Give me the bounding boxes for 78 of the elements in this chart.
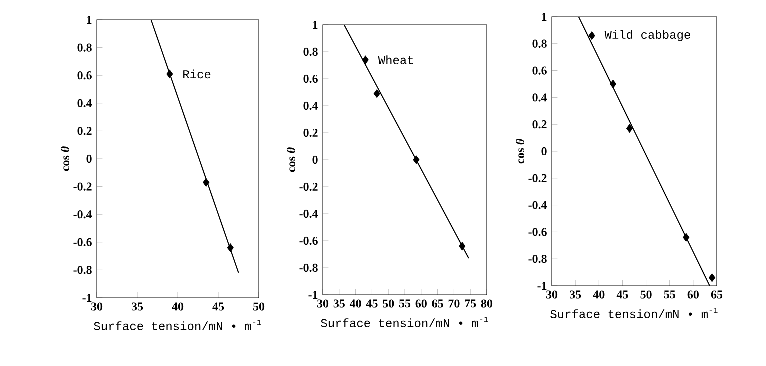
y-tick-label: 1 (542, 13, 547, 21)
y-tick-label: -1 (82, 294, 92, 302)
y-tick-label: 1 (87, 16, 92, 24)
point (413, 156, 420, 164)
x-tick-label: 55 (664, 290, 676, 299)
x-axis-title: Surface tension/mN • m$^{-1}$ (321, 316, 488, 328)
x-tick-label: 70 (448, 300, 460, 308)
point (709, 274, 716, 282)
y-tick-label: 0.4 (532, 94, 548, 102)
point (588, 32, 596, 40)
y-tick-label: 0.8 (304, 48, 318, 56)
y-axis-title: cos θ (286, 148, 296, 172)
x-tick-label: 35 (334, 300, 345, 308)
x-tick-label: 45 (616, 290, 628, 299)
point (683, 233, 690, 242)
x-tick-label: 30 (91, 302, 103, 311)
y-tick-label: 0.4 (304, 102, 318, 110)
x-axis-title: Surface tension/mN • m$^{-1}$ (94, 320, 262, 330)
x-tick-label: 50 (253, 302, 265, 311)
x-tick-label: 45 (366, 300, 378, 308)
point (227, 244, 234, 252)
x-tick-label: 65 (432, 300, 444, 308)
x-tick-label: 40 (350, 300, 362, 308)
y-tick-label: 0.6 (304, 74, 318, 84)
y-tick-label: -0.8 (300, 264, 318, 272)
x-tick-label: 65 (711, 290, 723, 299)
x-tick-label: 45 (212, 302, 224, 311)
point (166, 70, 174, 78)
y-tick-label: -0.8 (528, 255, 547, 264)
y-axis-title: cos θ (60, 146, 70, 172)
x-tick-label: 40 (172, 302, 184, 311)
point (626, 124, 634, 133)
point (362, 56, 369, 64)
y-tick-label: -0.4 (74, 210, 92, 219)
x-tick-label: 35 (132, 302, 144, 311)
y-tick-label: -0.2 (528, 174, 547, 182)
y-tick-label: 1 (313, 21, 318, 29)
y-tick-label: -0.2 (74, 182, 92, 191)
x-tick-label: 60 (688, 290, 699, 299)
y-tick-label: -0.4 (528, 201, 548, 210)
point (374, 90, 380, 98)
x-tick-label: 50 (640, 290, 652, 299)
x-tick-label: 60 (416, 300, 427, 308)
y-axis-title: cos θ (516, 139, 524, 164)
point (459, 242, 466, 251)
x-tick-label: 75 (465, 300, 476, 308)
y-tick-label: -1 (538, 282, 547, 290)
series-label: Wheat (378, 56, 414, 65)
y-tick-label: -0.6 (300, 236, 318, 246)
y-tick-label: -0.4 (300, 210, 318, 218)
series-label: Wild cabbage (604, 30, 690, 42)
y-tick-label: 0.6 (78, 72, 92, 80)
point (610, 80, 617, 89)
y-tick-label: 0 (312, 156, 318, 164)
point (203, 178, 210, 187)
y-tick-label: 0.2 (532, 120, 547, 129)
x-tick-label: 30 (317, 300, 329, 308)
y-tick-label: -0.2 (300, 182, 318, 192)
y-tick-label: 0.8 (78, 44, 92, 52)
y-tick-label: -0.8 (74, 266, 92, 274)
y-tick-label: 0.4 (78, 99, 92, 108)
y-tick-label: -0.6 (74, 238, 92, 246)
y-tick-label: 0.2 (304, 128, 318, 138)
x-tick-label: 35 (570, 290, 582, 299)
y-tick-label: 0.2 (78, 127, 92, 136)
y-tick-label: -0.6 (528, 228, 547, 236)
y-tick-label: 0.6 (532, 66, 547, 75)
x-axis-title: Surface tension/mN • m$^{-1}$ (550, 308, 718, 318)
x-tick-label: 55 (399, 300, 411, 308)
x-tick-label: 80 (481, 300, 493, 308)
x-tick-label: 50 (383, 300, 394, 308)
x-tick-label: 40 (593, 290, 605, 299)
y-tick-label: 0.8 (532, 40, 547, 48)
y-tick-label: -1 (308, 291, 318, 299)
y-tick-label: 0 (86, 154, 92, 164)
y-tick-label: 0 (542, 147, 547, 156)
x-tick-label: 30 (546, 290, 558, 299)
series-label: Rice (184, 70, 211, 79)
